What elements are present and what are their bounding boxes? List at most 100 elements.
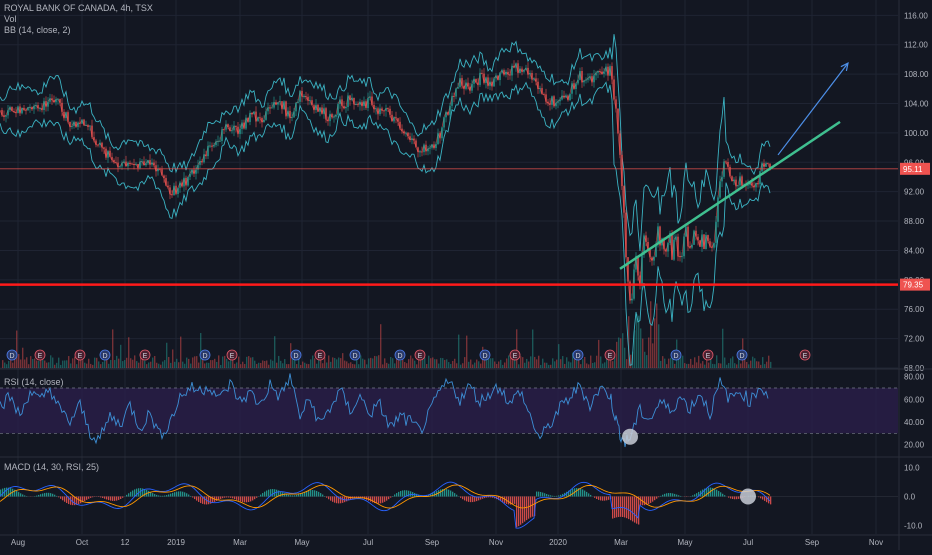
macd-histogram-bar bbox=[292, 495, 293, 496]
macd-histogram-bar bbox=[598, 497, 599, 500]
macd-histogram-bar bbox=[640, 497, 641, 505]
candle-body bbox=[671, 233, 672, 260]
macd-histogram-bar bbox=[590, 495, 591, 497]
volume-bar bbox=[484, 360, 485, 368]
volume-bar bbox=[284, 359, 285, 368]
volume-bar bbox=[498, 361, 499, 368]
candle-body bbox=[245, 118, 246, 129]
candle-body bbox=[237, 127, 238, 134]
candle-body bbox=[667, 243, 668, 252]
candle-body bbox=[741, 176, 742, 185]
macd-histogram-bar bbox=[144, 489, 145, 496]
volume-bar bbox=[176, 359, 177, 368]
macd-histogram-bar bbox=[664, 494, 665, 497]
volume-bar bbox=[130, 358, 131, 368]
x-tick-label: Mar bbox=[233, 538, 247, 547]
macd-histogram-bar bbox=[644, 497, 645, 506]
candle-body bbox=[81, 120, 82, 124]
volume-bar bbox=[104, 361, 105, 368]
candle-body bbox=[3, 115, 4, 116]
y-tick-label: 92.00 bbox=[904, 188, 925, 197]
volume-bar bbox=[62, 361, 63, 368]
volume-bar bbox=[648, 338, 649, 368]
x-tick-label: Mar bbox=[614, 538, 628, 547]
volume-bar bbox=[150, 362, 151, 368]
volume-bar bbox=[706, 360, 707, 368]
macd-histogram-bar bbox=[594, 497, 595, 498]
volume-bar bbox=[470, 360, 471, 368]
macd-histogram-bar bbox=[128, 493, 129, 496]
volume-bar bbox=[548, 365, 549, 368]
volume-bar bbox=[362, 359, 363, 368]
volume-bar bbox=[734, 363, 735, 368]
volume-bar bbox=[558, 344, 559, 368]
candle-body bbox=[321, 107, 322, 113]
volume-bar bbox=[696, 362, 697, 368]
volume-bar bbox=[422, 360, 423, 368]
candle-body bbox=[493, 78, 494, 86]
macd-histogram-bar bbox=[192, 497, 193, 498]
volume-bar bbox=[506, 358, 507, 368]
candle-body bbox=[309, 100, 310, 101]
volume-bar bbox=[48, 362, 49, 368]
candle-body bbox=[469, 87, 470, 91]
macd-histogram-bar bbox=[460, 497, 461, 498]
macd-histogram-bar bbox=[530, 497, 531, 518]
macd-histogram-bar bbox=[114, 497, 115, 501]
macd-histogram-bar bbox=[226, 497, 227, 498]
volume-bar bbox=[592, 363, 593, 368]
volume-bar bbox=[662, 356, 663, 368]
volume-bar bbox=[732, 356, 733, 368]
macd-histogram-bar bbox=[212, 497, 213, 503]
candle-body bbox=[383, 111, 384, 112]
candle-body bbox=[645, 235, 646, 242]
candle-body bbox=[713, 243, 714, 248]
macd-histogram-bar bbox=[288, 495, 289, 497]
volume-bar bbox=[752, 357, 753, 368]
rsi-tick-label: 80.00 bbox=[904, 373, 925, 382]
macd-histogram-bar bbox=[166, 495, 167, 496]
volume-bar bbox=[374, 356, 375, 368]
candle-body bbox=[279, 101, 280, 102]
volume-bar bbox=[450, 364, 451, 368]
volume-bar bbox=[44, 360, 45, 368]
candle-body bbox=[589, 76, 590, 78]
macd-histogram-bar bbox=[770, 497, 771, 505]
y-tick-label: 104.00 bbox=[904, 100, 929, 109]
candle-body bbox=[733, 180, 734, 181]
candle-body bbox=[445, 112, 446, 117]
candle-body bbox=[437, 133, 438, 144]
volume-bar bbox=[198, 363, 199, 368]
event-marker-label: E bbox=[38, 353, 43, 360]
candle-body bbox=[311, 100, 312, 105]
volume-bar bbox=[704, 365, 705, 368]
bollinger-legend: BB (14, close, 2) bbox=[4, 25, 71, 36]
volume-bar bbox=[72, 358, 73, 368]
candle-body bbox=[551, 96, 552, 105]
volume-bar bbox=[748, 364, 749, 368]
candle-body bbox=[301, 91, 302, 97]
macd-histogram-bar bbox=[464, 497, 465, 501]
event-marker-label: E bbox=[706, 353, 711, 360]
candle-body bbox=[89, 126, 90, 127]
macd-histogram-bar bbox=[154, 494, 155, 496]
event-marker-label: E bbox=[803, 353, 808, 360]
candle-body bbox=[191, 170, 192, 174]
candle-body bbox=[573, 83, 574, 89]
candle-body bbox=[487, 77, 488, 85]
candle-body bbox=[537, 82, 538, 89]
candle-body bbox=[377, 108, 378, 114]
macd-histogram-bar bbox=[102, 497, 103, 499]
volume-bar bbox=[110, 360, 111, 368]
volume-bar bbox=[116, 356, 117, 368]
x-tick-label: 2019 bbox=[167, 538, 185, 547]
volume-bar bbox=[698, 356, 699, 368]
candle-body bbox=[305, 96, 306, 97]
volume-bar bbox=[464, 357, 465, 368]
volume-bar bbox=[88, 359, 89, 368]
macd-histogram-bar bbox=[402, 490, 403, 496]
volume-bar bbox=[428, 356, 429, 368]
macd-histogram-bar bbox=[572, 489, 573, 497]
chart-title: ROYAL BANK OF CANADA, 4h, TSX bbox=[4, 3, 153, 14]
candle-body bbox=[167, 186, 168, 188]
